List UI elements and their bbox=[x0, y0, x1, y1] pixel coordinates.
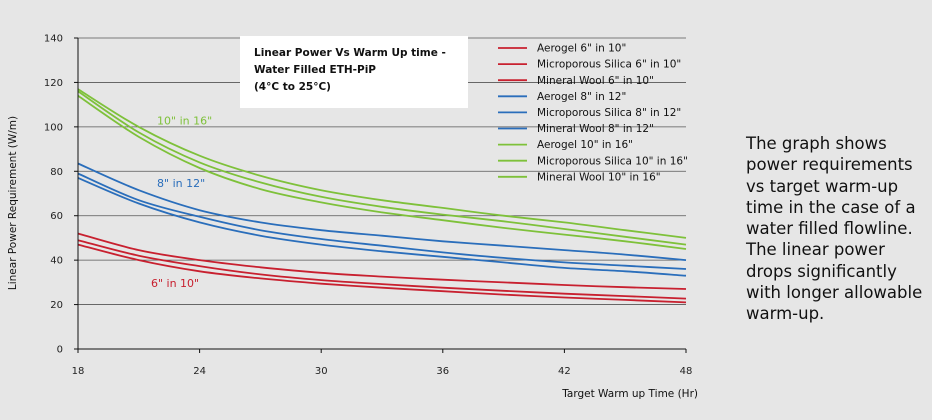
legend-label-3: Aerogel 8" in 12" bbox=[537, 91, 626, 103]
legend-label-7: Microporous Silica 10" in 16" bbox=[537, 155, 688, 167]
series-line-3 bbox=[77, 162, 687, 261]
series-line-4 bbox=[77, 172, 687, 270]
annotation-0: 10" in 16" bbox=[157, 115, 212, 128]
chart-title-line-1: Linear Power Vs Warm Up time - bbox=[254, 47, 446, 59]
y-tick-label-100: 100 bbox=[44, 122, 63, 133]
chart-title-line-3: (4°C to 25°C) bbox=[254, 81, 331, 93]
series-line-5 bbox=[77, 177, 687, 277]
series-line-7 bbox=[77, 90, 687, 246]
axes bbox=[74, 37, 687, 353]
y-tick-label-0: 0 bbox=[57, 345, 63, 356]
series-line-6 bbox=[77, 88, 687, 239]
y-tick-label-80: 80 bbox=[50, 167, 63, 178]
legend-label-4: Microporous Silica 8" in 12" bbox=[537, 107, 681, 119]
chart-title: Linear Power Vs Warm Up time - Water Fil… bbox=[254, 45, 464, 96]
series-line-1 bbox=[77, 239, 687, 300]
x-tick-label-48: 48 bbox=[680, 366, 693, 377]
x-tick-label-42: 42 bbox=[558, 366, 571, 377]
x-tick-label-24: 24 bbox=[193, 366, 206, 377]
legend: Aerogel 6" in 10" Microporous Silica 6" i… bbox=[498, 43, 688, 183]
y-tick-label-40: 40 bbox=[50, 256, 63, 267]
tick-labels: 0 20 40 60 80 100 120 140 18 24 30 36 42 48 bbox=[44, 34, 692, 378]
chart-caption: The graph shows power requirements vs ta… bbox=[746, 134, 923, 324]
y-tick-label-140: 140 bbox=[44, 34, 63, 45]
annotation-1: 8" in 12" bbox=[157, 177, 205, 190]
y-tick-label-120: 120 bbox=[44, 78, 63, 89]
series-line-8 bbox=[77, 95, 687, 250]
legend-label-2: Mineral Wool 6" in 10" bbox=[537, 75, 654, 87]
y-tick-label-20: 20 bbox=[50, 300, 63, 311]
legend-label-5: Mineral Wool 8" in 12" bbox=[537, 123, 654, 135]
legend-label-1: Microporous Silica 6" in 10" bbox=[537, 59, 681, 71]
legend-label-6: Aerogel 10" in 16" bbox=[537, 139, 633, 151]
y-tick-label-60: 60 bbox=[50, 211, 63, 222]
x-axis-title: Target Warm up Time (Hr) bbox=[561, 388, 698, 400]
series-lines bbox=[77, 88, 687, 304]
legend-label-0: Aerogel 6" in 10" bbox=[537, 43, 626, 55]
y-axis-title: Linear Power Requirement (W/m) bbox=[7, 116, 19, 290]
series-line-0 bbox=[77, 232, 687, 290]
chart-title-box: Linear Power Vs Warm Up time - Water Fil… bbox=[240, 36, 468, 108]
annotations: 10" in 16" 8" in 12" 6" in 10" bbox=[151, 115, 212, 290]
chart-title-line-2: Water Filled ETH-PiP bbox=[254, 64, 377, 76]
x-tick-label-36: 36 bbox=[436, 366, 449, 377]
x-tick-label-18: 18 bbox=[72, 366, 85, 377]
annotation-2: 6" in 10" bbox=[151, 277, 199, 290]
x-tick-label-30: 30 bbox=[315, 366, 328, 377]
series-line-2 bbox=[77, 243, 687, 304]
legend-label-8: Mineral Wool 10" in 16" bbox=[537, 171, 661, 183]
